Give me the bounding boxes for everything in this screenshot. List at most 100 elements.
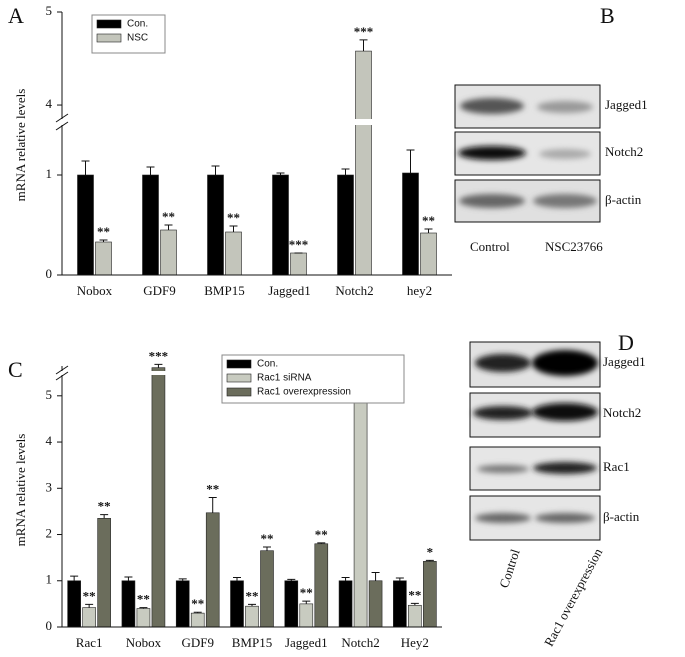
bar — [121, 580, 136, 628]
bar — [420, 232, 437, 276]
y-tick-label: 5 — [46, 3, 53, 18]
bar — [175, 580, 190, 628]
error-bar — [395, 577, 404, 581]
band — [532, 350, 598, 376]
legend-label: Rac1 siRNA — [257, 373, 312, 384]
bar — [190, 612, 205, 628]
y-tick-label: 2 — [46, 526, 53, 541]
bar — [368, 580, 383, 628]
y-tick-label: 1 — [46, 572, 53, 587]
bar — [151, 367, 166, 628]
legend-swatch — [96, 19, 122, 29]
bar — [67, 580, 81, 628]
band — [533, 462, 597, 474]
band — [473, 406, 533, 420]
blot-lane-label: Rac1 overexpression — [541, 545, 605, 648]
error-bar — [410, 602, 419, 606]
x-tick-label: BMP15 — [232, 635, 272, 650]
significance-label: *** — [289, 237, 309, 252]
bar — [160, 229, 177, 276]
legend-swatch — [226, 359, 252, 369]
bar — [314, 543, 329, 628]
bar — [260, 550, 274, 628]
bar — [353, 390, 368, 628]
x-tick-label: GDF9 — [181, 635, 214, 650]
bar — [136, 608, 151, 628]
blot-row-label: β-actin — [605, 192, 642, 207]
error-bar — [229, 225, 238, 232]
error-bar — [248, 603, 256, 607]
bar — [230, 580, 244, 628]
error-bar — [70, 575, 79, 581]
significance-label: ** — [408, 587, 421, 602]
legend-label: Con. — [127, 19, 148, 30]
error-bar — [263, 546, 271, 551]
y-tick-label: 0 — [46, 618, 53, 633]
legend-label: NSC — [127, 33, 148, 44]
bar — [338, 580, 353, 628]
error-bar — [424, 228, 433, 233]
bar — [225, 231, 242, 276]
significance-label: * — [427, 544, 434, 559]
blot-row-label: Jagged1 — [603, 354, 646, 369]
break-mark — [55, 365, 69, 381]
error-bar — [406, 149, 415, 173]
panel-label: A — [8, 3, 24, 28]
band — [458, 146, 526, 160]
error-bar — [287, 578, 296, 581]
bar — [82, 607, 96, 628]
x-tick-label: Hey2 — [401, 635, 429, 650]
bar — [393, 580, 407, 628]
band — [533, 194, 597, 208]
blot-row-label: Notch2 — [605, 144, 643, 159]
panel-label: C — [8, 357, 23, 382]
blot-lane-label: Control — [496, 547, 523, 590]
x-tick-label: GDF9 — [143, 283, 176, 298]
blot-row-label: Jagged1 — [605, 97, 648, 112]
significance-label: ** — [206, 482, 219, 497]
error-bar — [276, 172, 285, 175]
legend-label: Con. — [257, 359, 278, 370]
error-bar — [124, 576, 133, 581]
x-tick-label: Jagged1 — [268, 283, 311, 298]
western-blot-b — [454, 84, 601, 223]
y-tick-label: 4 — [46, 96, 53, 111]
error-bar — [154, 363, 163, 368]
error-bar — [139, 607, 148, 609]
band — [475, 513, 531, 523]
significance-label: ** — [97, 224, 110, 239]
bar — [337, 174, 354, 276]
bar — [97, 518, 111, 628]
band — [532, 403, 598, 421]
bar — [142, 174, 159, 276]
bar — [77, 174, 94, 276]
bar — [95, 241, 112, 276]
significance-label: *** — [354, 24, 374, 39]
error-bar — [81, 160, 90, 175]
panel-label: D — [618, 330, 634, 355]
significance-label: ** — [227, 210, 240, 225]
band — [537, 101, 593, 113]
blot-row-label: β-actin — [603, 509, 640, 524]
error-bar — [99, 239, 108, 242]
western-blot-d — [469, 341, 601, 541]
error-bar — [178, 578, 187, 581]
error-bar — [359, 39, 368, 52]
error-bar — [233, 577, 241, 581]
significance-label: *** — [149, 348, 169, 363]
axis-break — [52, 119, 452, 125]
x-tick-label: Nobox — [126, 635, 162, 650]
significance-label: ** — [315, 527, 328, 542]
significance-label: ** — [191, 596, 204, 611]
error-bar — [208, 497, 217, 513]
legend-swatch — [226, 387, 252, 397]
error-bar — [100, 514, 109, 519]
break-mark — [55, 113, 69, 131]
error-bar — [193, 611, 202, 614]
bar — [290, 252, 307, 276]
blot-lane-label: Control — [470, 239, 510, 254]
error-bar — [371, 571, 380, 581]
error-bar — [85, 603, 94, 608]
significance-label: ** — [246, 588, 259, 603]
band — [459, 194, 525, 208]
